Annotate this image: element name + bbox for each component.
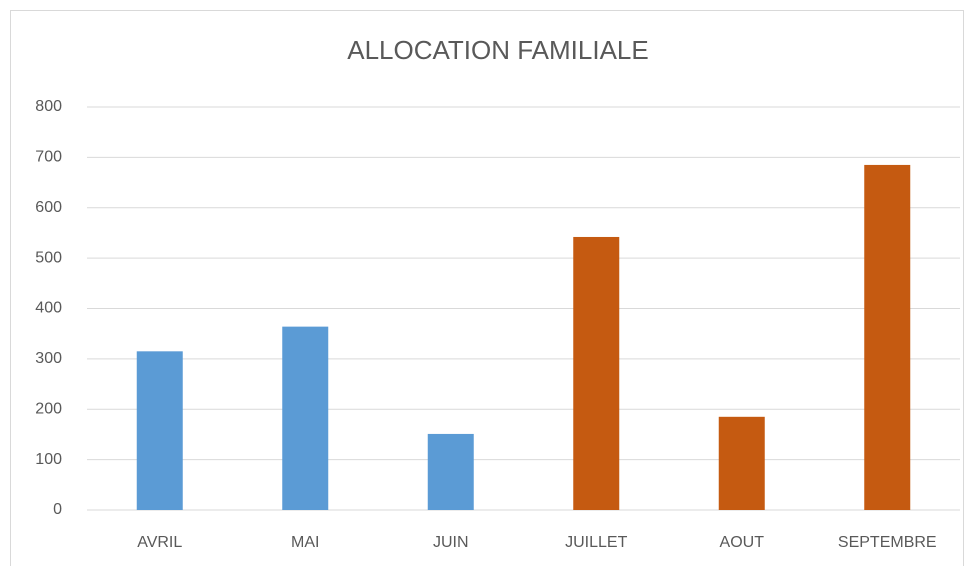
bar xyxy=(282,326,329,510)
x-tick-label: SEPTEMBRE xyxy=(838,534,937,551)
bar xyxy=(573,236,620,510)
x-tick-label: JUILLET xyxy=(565,534,627,551)
bar xyxy=(136,351,183,510)
bar xyxy=(864,164,911,510)
chart-title: ALLOCATION FAMILIALE xyxy=(347,35,649,65)
y-tick-label: 400 xyxy=(35,300,62,317)
y-tick-label: 300 xyxy=(35,350,62,367)
bar xyxy=(427,433,474,510)
x-tick-label: AOUT xyxy=(720,534,765,551)
x-tick-label: MAI xyxy=(291,534,319,551)
y-tick-label: 600 xyxy=(35,199,62,216)
y-tick-label: 500 xyxy=(35,249,62,266)
x-tick-label: AVRIL xyxy=(137,534,182,551)
y-tick-label: 0 xyxy=(53,501,62,518)
y-tick-label: 700 xyxy=(35,149,62,166)
y-tick-label: 100 xyxy=(35,451,62,468)
x-tick-label: JUIN xyxy=(433,534,469,551)
y-tick-label: 200 xyxy=(35,400,62,417)
y-tick-label: 800 xyxy=(35,98,62,115)
bar xyxy=(718,416,765,510)
